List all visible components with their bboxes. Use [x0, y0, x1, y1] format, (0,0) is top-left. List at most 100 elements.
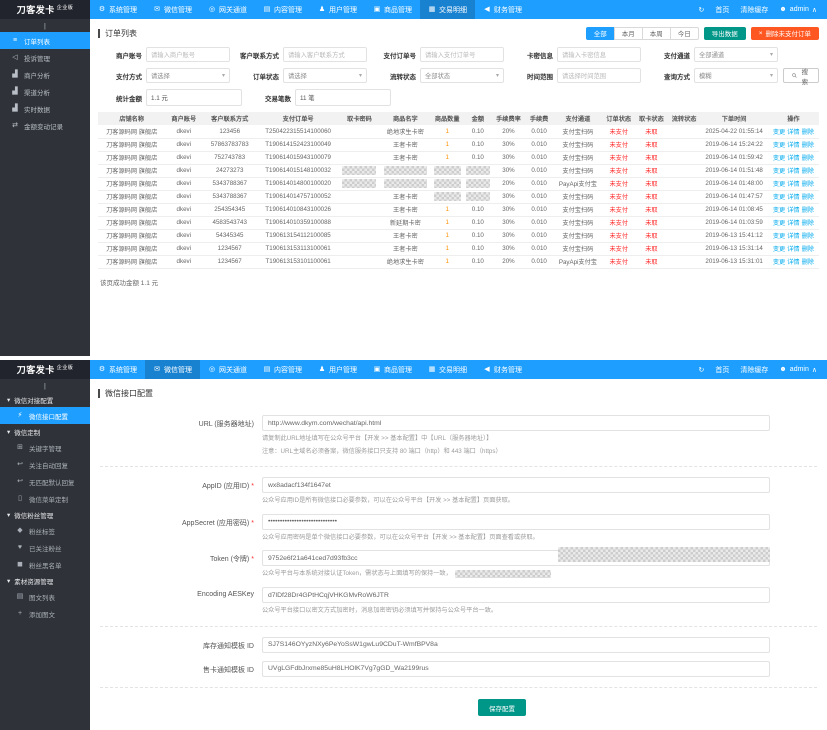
- refresh-icon[interactable]: ↻: [698, 366, 705, 374]
- action-link-删除[interactable]: 删除: [801, 168, 814, 175]
- nav-item-微信管理[interactable]: ✉ 微信管理: [145, 360, 200, 379]
- action-link-变更[interactable]: 变更: [772, 246, 786, 253]
- field-input[interactable]: d7lDf28Dr4GPtHCqjVHKGMvRoW6JTR: [262, 587, 770, 604]
- stat-input[interactable]: 11 笔: [295, 89, 391, 106]
- sidebar-item-粉丝标签[interactable]: ◆ 粉丝标签: [0, 522, 90, 539]
- action-link-删除[interactable]: 删除: [801, 220, 814, 227]
- action-link-详情[interactable]: 详情: [787, 142, 800, 149]
- user-menu[interactable]: ☻ admin ∧: [779, 366, 817, 374]
- action-link-删除[interactable]: 删除: [801, 128, 814, 136]
- sidebar-item-投诉管理[interactable]: ◁ 投诉管理: [0, 49, 90, 66]
- sidebar-item-微信菜单定制[interactable]: ▯ 微信菜单定制: [0, 490, 90, 507]
- action-link-详情[interactable]: 详情: [787, 168, 800, 175]
- field-input[interactable]: UVgLGFdbJrxme85uH8LHOlK7Vg7gGD_Wa2199rus: [262, 660, 770, 677]
- action-link-变更[interactable]: 变更: [772, 220, 786, 227]
- filter-select[interactable]: 模糊 ▾: [694, 68, 778, 83]
- save-config-button[interactable]: 保存配置: [478, 699, 526, 717]
- nav-home-link[interactable]: 首页: [715, 366, 730, 374]
- action-link-详情[interactable]: 详情: [787, 194, 800, 201]
- range-button-本周[interactable]: 本周: [641, 26, 671, 40]
- filter-input[interactable]: 请输入商户账号: [146, 47, 230, 62]
- sidebar-item-实时数据[interactable]: ▟ 实时数据: [0, 100, 90, 117]
- action-link-详情[interactable]: 详情: [787, 181, 800, 188]
- sidebar-item-无匹配默认回复[interactable]: ↩ 无匹配默认回复: [0, 473, 90, 490]
- nav-item-财务管理[interactable]: ◀ 财务管理: [475, 0, 530, 19]
- sidebar-item-商户分析[interactable]: ▟ 商户分析: [0, 66, 90, 83]
- stat-input[interactable]: 1.1 元: [146, 89, 242, 106]
- nav-clear-cache-link[interactable]: 清除缓存: [740, 366, 769, 374]
- filter-select[interactable]: 全部通道 ▾: [694, 47, 778, 62]
- nav-item-网关通道[interactable]: ◎ 网关通道: [200, 0, 255, 19]
- action-link-删除[interactable]: 删除: [801, 155, 814, 162]
- filter-input[interactable]: 请输入支付订单号: [420, 47, 504, 62]
- filter-select[interactable]: 请选择 ▾: [146, 68, 230, 83]
- sidebar-item-添加图文[interactable]: + 添加图文: [0, 605, 90, 622]
- action-link-详情[interactable]: 详情: [787, 233, 800, 240]
- sidebar-item-渠道分析[interactable]: ▟ 渠道分析: [0, 83, 90, 100]
- action-link-删除[interactable]: 删除: [801, 194, 814, 201]
- range-button-今日[interactable]: 今日: [669, 26, 699, 40]
- action-link-详情[interactable]: 详情: [787, 207, 800, 214]
- nav-item-商品管理[interactable]: ▣ 商品管理: [365, 0, 420, 19]
- nav-item-内容管理[interactable]: ▤ 内容管理: [255, 0, 310, 19]
- nav-item-网关通道[interactable]: ◎ 网关通道: [200, 360, 255, 379]
- user-menu[interactable]: ☻ admin ∧: [779, 6, 817, 14]
- sidebar-item-订单列表[interactable]: ≡ 订单列表: [0, 32, 90, 49]
- filter-select[interactable]: 请选择 ▾: [283, 68, 367, 83]
- nav-item-系统管理[interactable]: ⚙ 系统管理: [90, 0, 145, 19]
- nav-item-财务管理[interactable]: ◀ 财务管理: [475, 360, 530, 379]
- brand-logo[interactable]: 刀客发卡 企业版: [0, 0, 90, 19]
- sidebar-item-已关注粉丝[interactable]: ♥ 已关注粉丝: [0, 539, 90, 556]
- sidebar-group-header-微信粉丝管理[interactable]: ▾ 微信粉丝管理: [0, 507, 90, 522]
- sidebar-group-header-微信对接配置[interactable]: ▾ 微信对接配置: [0, 392, 90, 407]
- field-input[interactable]: http://www.dkym.com/wechat/api.html: [262, 415, 770, 431]
- field-input[interactable]: wx8adacf134f1647et: [262, 477, 770, 494]
- nav-item-用户管理[interactable]: ♟ 用户管理: [310, 360, 365, 379]
- filter-input[interactable]: 请输入卡密信息: [557, 47, 641, 62]
- sidebar-group-header-微信定制[interactable]: ▾ 微信定制: [0, 424, 90, 439]
- field-input[interactable]: •••••••••••••••••••••••••••••: [262, 513, 770, 530]
- nav-item-商品管理[interactable]: ▣ 商品管理: [365, 360, 420, 379]
- action-link-变更[interactable]: 变更: [772, 155, 786, 162]
- action-link-变更[interactable]: 变更: [772, 194, 786, 201]
- action-link-变更[interactable]: 变更: [772, 233, 786, 240]
- sidebar-item-图文列表[interactable]: ▤ 图文列表: [0, 588, 90, 605]
- filter-input[interactable]: 请输入客户联系方式: [283, 47, 367, 62]
- sidebar-group-header-素材资源管理[interactable]: ▾ 素材资源管理: [0, 573, 90, 588]
- search-button[interactable]: 搜 索: [783, 68, 819, 86]
- range-button-全部[interactable]: 全部: [585, 26, 615, 40]
- field-input[interactable]: SJ7S146OYyzNXy6PeYoSsW1gwLu9CDuT-WmfBPV8…: [262, 636, 770, 653]
- action-link-删除[interactable]: 删除: [801, 233, 814, 240]
- action-link-详情[interactable]: 详情: [787, 259, 800, 266]
- nav-home-link[interactable]: 首页: [715, 6, 730, 14]
- export-data-button[interactable]: 导出数据: [703, 26, 746, 40]
- filter-select[interactable]: 全部状态 ▾: [420, 68, 504, 83]
- action-link-删除[interactable]: 删除: [801, 246, 814, 253]
- action-link-变更[interactable]: 变更: [772, 168, 786, 175]
- brand-logo[interactable]: 刀客发卡 企业版: [0, 360, 90, 379]
- action-link-详情[interactable]: 详情: [787, 246, 800, 253]
- action-link-详情[interactable]: 详情: [787, 155, 800, 162]
- nav-clear-cache-link[interactable]: 清除缓存: [740, 6, 769, 14]
- action-link-变更[interactable]: 变更: [772, 181, 786, 188]
- action-link-详情[interactable]: 详情: [787, 220, 800, 227]
- action-link-变更[interactable]: 变更: [772, 142, 786, 149]
- sidebar-item-关注自动回复[interactable]: ↩ 关注自动回复: [0, 456, 90, 473]
- nav-item-微信管理[interactable]: ✉ 微信管理: [145, 0, 200, 19]
- sidebar-item-金额变动记录[interactable]: ⇄ 金额变动记录: [0, 117, 90, 134]
- sidebar-collapse-toggle[interactable]: ❙: [42, 22, 48, 30]
- delete-unpaid-button[interactable]: × 删除未支付订单: [750, 26, 819, 40]
- nav-item-交易明细[interactable]: ▦ 交易明细: [420, 0, 475, 19]
- action-link-变更[interactable]: 变更: [772, 259, 786, 266]
- action-link-详情[interactable]: 详情: [787, 128, 800, 136]
- refresh-icon[interactable]: ↻: [698, 6, 705, 14]
- sidebar-item-关键字管理[interactable]: ⊞ 关键字管理: [0, 439, 90, 456]
- sidebar-collapse-toggle[interactable]: ❙: [42, 382, 48, 390]
- sidebar-item-粉丝黑名单[interactable]: ◼ 粉丝黑名单: [0, 556, 90, 573]
- nav-item-系统管理[interactable]: ⚙ 系统管理: [90, 360, 145, 379]
- action-link-变更[interactable]: 变更: [772, 128, 786, 136]
- action-link-删除[interactable]: 删除: [801, 142, 814, 149]
- action-link-删除[interactable]: 删除: [801, 259, 814, 266]
- nav-item-交易明细[interactable]: ▦ 交易明细: [420, 360, 475, 379]
- action-link-删除[interactable]: 删除: [801, 207, 814, 214]
